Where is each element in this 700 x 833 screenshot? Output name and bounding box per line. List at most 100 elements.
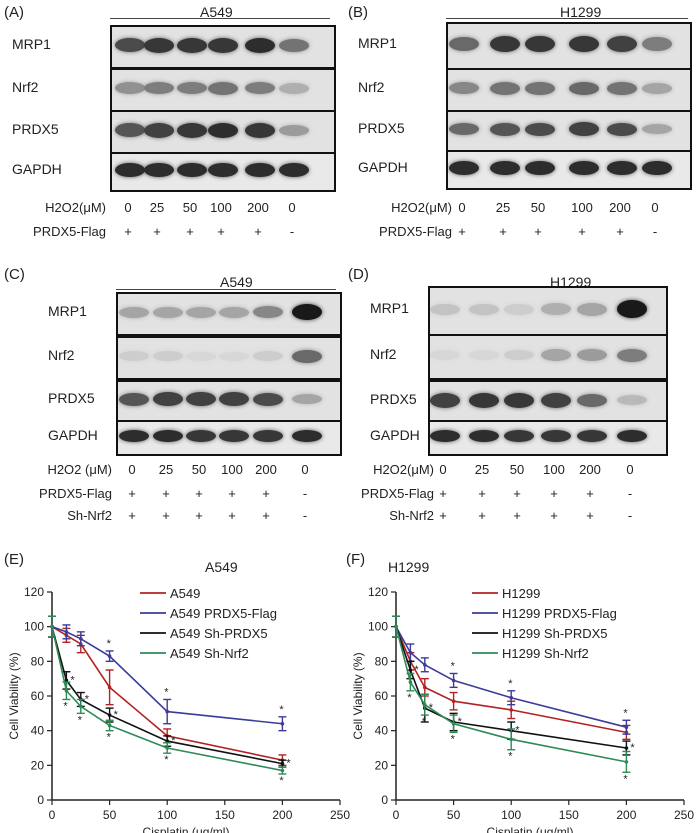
blot-row-label-prdx5: PRDX5 (12, 121, 59, 137)
cell-line-title: A549 (200, 4, 233, 20)
y-tick-label: 120 (368, 585, 388, 599)
x-tick-label: 100 (501, 808, 521, 822)
data-point (64, 678, 69, 683)
blot-row-label-mrp1: MRP1 (48, 303, 87, 319)
title-underline (116, 289, 336, 290)
legend-label: H1299 Sh-Nrf2 (502, 646, 589, 661)
y-tick-label: 20 (31, 758, 45, 772)
y-tick-label: 60 (31, 689, 45, 703)
cell-viability-chart-a549: A549 0 20 40 60 80 100 120 0 50 100 150 200 250 Cispla… (7, 559, 350, 833)
legend-label: A549 (170, 586, 200, 601)
protein-band (449, 82, 479, 94)
treatment-label: H2O2(μM) (373, 462, 434, 477)
protein-band (279, 124, 309, 136)
treatment-value: 50 (191, 462, 207, 477)
protein-band (119, 351, 149, 361)
protein-band (525, 161, 555, 175)
treatment-value: 50 (530, 200, 546, 215)
blot-row-label-gapdh: GAPDH (358, 159, 408, 175)
treatment-value: + (254, 224, 262, 239)
data-point (624, 725, 629, 729)
blot-strip-mrp1 (116, 292, 342, 336)
x-tick-label: 50 (447, 808, 461, 822)
protein-band (115, 82, 145, 94)
treatment-value: - (627, 486, 633, 501)
protein-band (617, 300, 647, 318)
protein-band (292, 394, 322, 404)
protein-band (208, 122, 238, 138)
y-tick-label: 20 (375, 758, 389, 772)
protein-band (569, 122, 599, 136)
treatment-value: + (513, 508, 521, 523)
protein-band (607, 36, 637, 52)
series-line (51, 626, 283, 772)
protein-band (642, 82, 672, 94)
x-tick-label: 250 (674, 808, 694, 822)
protein-band (504, 392, 534, 408)
blot-strip-mrp1 (110, 25, 336, 69)
protein-band (219, 392, 249, 406)
blot-row-label-nrf2: Nrf2 (12, 79, 39, 95)
treatment-value: 25 (149, 200, 165, 215)
data-point (509, 695, 513, 700)
protein-band (279, 82, 309, 94)
panel-label-c: (C) (4, 266, 25, 283)
x-tick-label: 200 (616, 808, 636, 822)
treatment-value: 200 (255, 462, 277, 477)
treatment-value: - (652, 224, 658, 239)
protein-band (153, 306, 183, 318)
treatment-value: - (627, 508, 633, 523)
y-axis-label: Cell Viability (%) (7, 652, 21, 739)
significance-mark: * (78, 714, 83, 726)
significance-mark: * (422, 716, 427, 728)
x-tick-label: 150 (559, 808, 579, 822)
protein-band (144, 163, 174, 177)
treatment-value: + (162, 486, 170, 501)
x-tick-label: 50 (103, 808, 117, 822)
protein-band (144, 37, 174, 53)
panel-label-b: (B) (348, 4, 368, 21)
treatment-value: + (578, 224, 586, 239)
protein-band (617, 348, 647, 362)
panel-label-d: (D) (348, 266, 369, 283)
protein-band (219, 351, 249, 361)
blot-strip-gapdh (110, 152, 336, 192)
legend-label: H1299 (502, 586, 540, 601)
significance-mark: * (451, 733, 456, 745)
protein-band (541, 303, 571, 315)
treatment-value: 200 (247, 200, 269, 215)
x-tick-label: 200 (272, 808, 292, 822)
significance-mark: * (458, 716, 463, 728)
treatment-value: 100 (210, 200, 232, 215)
data-point (423, 685, 427, 690)
data-point (64, 689, 69, 693)
panel-label-f: (F) (346, 551, 366, 568)
protein-band (525, 122, 555, 136)
data-point (624, 760, 629, 764)
protein-band (469, 392, 499, 408)
blot-row-label-nrf2: Nrf2 (48, 347, 75, 363)
protein-band (577, 393, 607, 407)
data-point (165, 746, 169, 750)
treatment-value: + (478, 508, 486, 523)
treatment-value: 100 (571, 200, 593, 215)
x-axis-label: Cisplatin (μg/ml) (487, 825, 574, 833)
protein-band (253, 430, 283, 442)
protein-band (219, 306, 249, 318)
protein-band (642, 161, 672, 175)
y-tick-label: 40 (31, 724, 45, 738)
protein-band (177, 37, 207, 53)
treatment-value: + (439, 486, 447, 501)
protein-band (504, 303, 534, 315)
data-point (451, 699, 456, 703)
data-point (107, 713, 112, 717)
blot-row-label-gapdh: GAPDH (48, 427, 98, 443)
protein-band (153, 430, 183, 442)
data-point (165, 709, 169, 714)
treatment-value: 0 (626, 462, 634, 477)
protein-band (504, 350, 534, 360)
data-point (107, 654, 112, 658)
treatment-value: 0 (439, 462, 447, 477)
treatment-value: 0 (301, 462, 309, 477)
protein-band (186, 430, 216, 442)
